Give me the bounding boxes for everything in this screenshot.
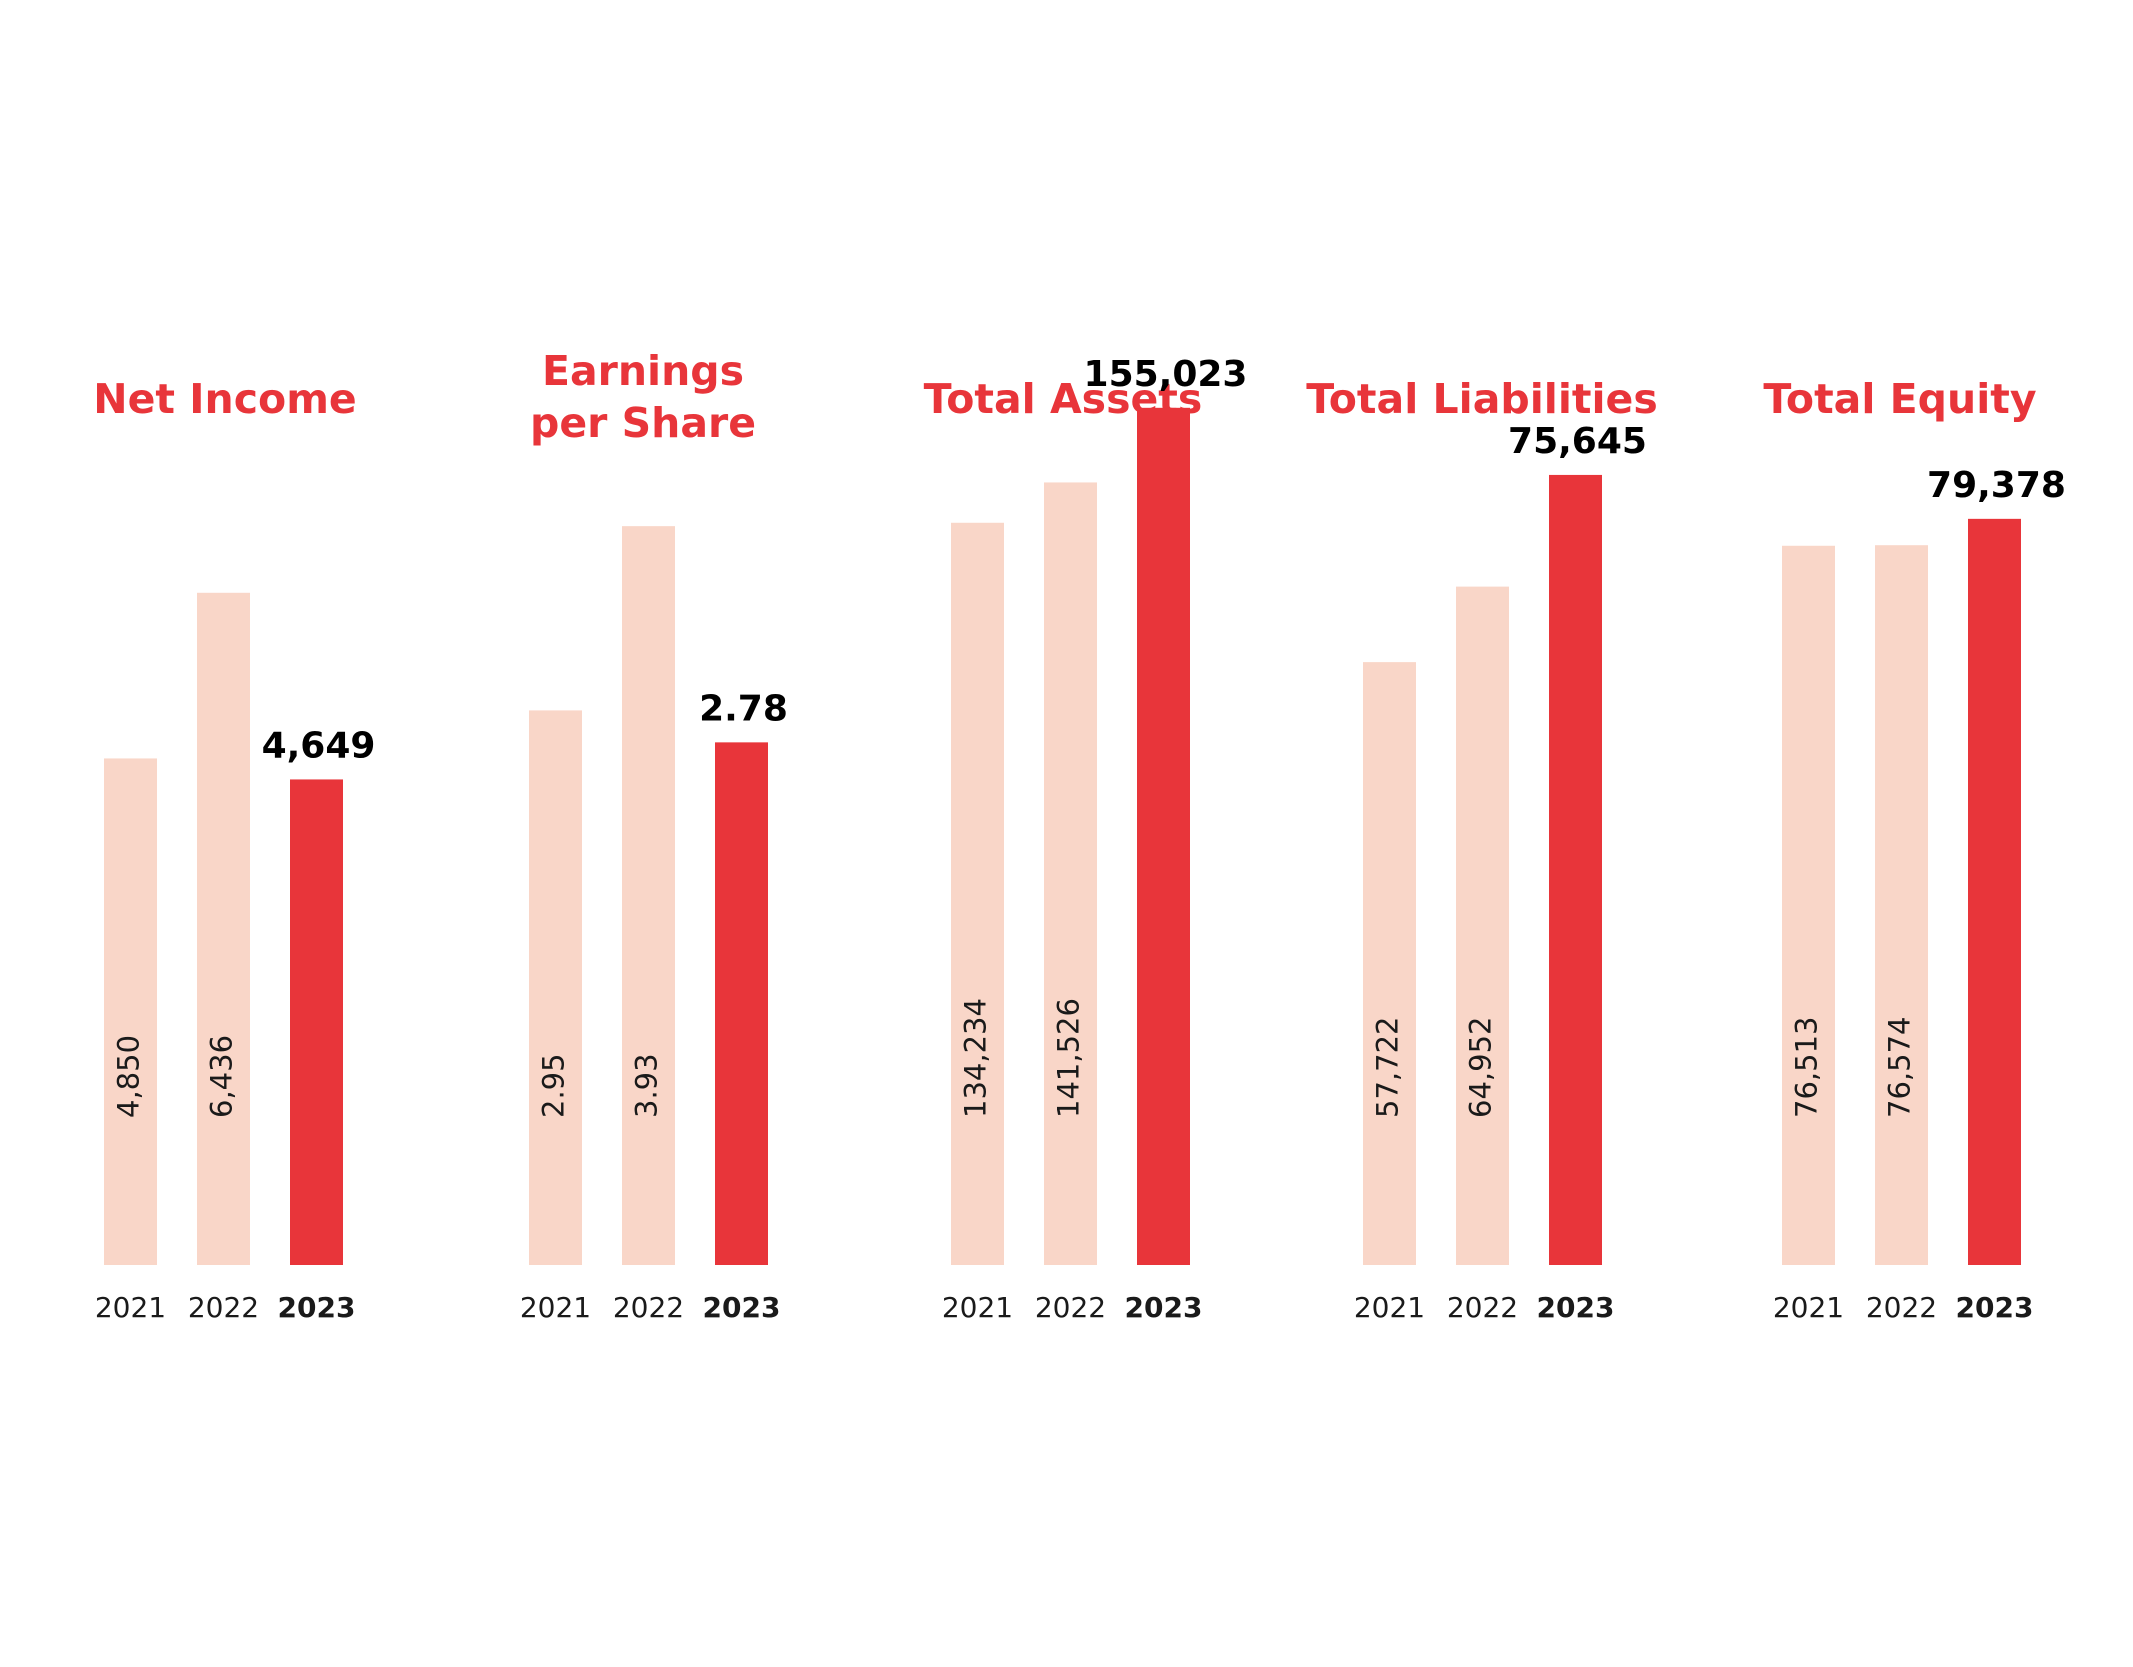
chart-4: Total Equity 76,513 2021 76,574 2022 79,378 20… [1763,375,2066,1324]
bar-2021 [1782,545,1835,1265]
bar-2022 [1456,586,1509,1265]
chart-title: Net Income [93,375,356,423]
bar-2022 [622,526,675,1265]
bar-2022 [197,592,250,1265]
chart-title: Total Liabilities [1306,375,1658,423]
data-label-inbar: 3.93 [630,1053,664,1118]
chart-1: Earnings per Share 2.95 2021 3.93 2022 2.78 202… [520,347,788,1324]
year-tick-label: 2022 [188,1291,259,1324]
chart-title-line: Total Equity [1763,375,2036,423]
year-tick-label: 2022 [1866,1291,1937,1324]
chart-title-line: Net Income [93,375,356,423]
bar-2021 [951,522,1004,1265]
year-tick-label: 2021 [520,1291,591,1324]
year-tick-label: 2021 [942,1291,1013,1324]
bar-2023 [1549,474,1602,1265]
chart-0: Net Income 4,850 2021 6,436 2022 4,649 2023 [93,375,375,1324]
data-label-inbar: 57,722 [1371,1017,1405,1118]
bar-2023 [1137,407,1190,1266]
year-tick-label: 2023 [1956,1291,2034,1324]
data-label-inbar: 64,952 [1464,1017,1498,1118]
bar-2023 [715,742,768,1265]
year-tick-label: 2021 [95,1291,166,1324]
chart-title: Earnings per Share [530,347,756,447]
data-label-inbar: 141,526 [1052,998,1086,1118]
bar-2021 [529,710,582,1265]
bar-2021 [1363,662,1416,1265]
bar-2022 [1044,482,1097,1265]
data-label-latest: 155,023 [1084,354,1248,395]
year-tick-label: 2023 [1537,1291,1615,1324]
chart-title-line: per Share [530,399,756,447]
bar-2022 [1875,545,1928,1265]
year-tick-label: 2022 [1035,1291,1106,1324]
chart-title-line: Total Liabilities [1306,375,1658,423]
bar-2023 [1968,518,2021,1265]
chart-2: Total Assets134,2342021141,5262022155,02… [924,354,1248,1324]
year-tick-label: 2023 [278,1291,356,1324]
year-tick-label: 2023 [1125,1291,1203,1324]
data-label-inbar: 134,234 [959,998,993,1118]
chart-title-line: Earnings [542,347,744,395]
chart-3: Total Liabilities 57,722 2021 64,952 2022 75,… [1306,375,1658,1324]
chart-title: Total Equity [1763,375,2036,423]
year-tick-label: 2022 [1447,1291,1518,1324]
data-label-inbar: 2.95 [537,1053,571,1118]
year-tick-label: 2022 [613,1291,684,1324]
data-label-inbar: 4,850 [112,1035,146,1118]
year-tick-label: 2021 [1773,1291,1844,1324]
bar-2023 [290,779,343,1265]
data-label-latest: 4,649 [262,725,376,766]
data-label-inbar: 6,436 [205,1035,239,1118]
bar-2021 [104,758,157,1265]
data-label-inbar: 76,513 [1790,1017,1824,1118]
year-tick-label: 2021 [1354,1291,1425,1324]
data-label-latest: 79,378 [1927,465,2066,506]
data-label-latest: 2.78 [699,688,788,729]
data-label-inbar: 76,574 [1883,1017,1917,1118]
year-tick-label: 2023 [703,1291,781,1324]
data-label-latest: 75,645 [1508,421,1647,462]
